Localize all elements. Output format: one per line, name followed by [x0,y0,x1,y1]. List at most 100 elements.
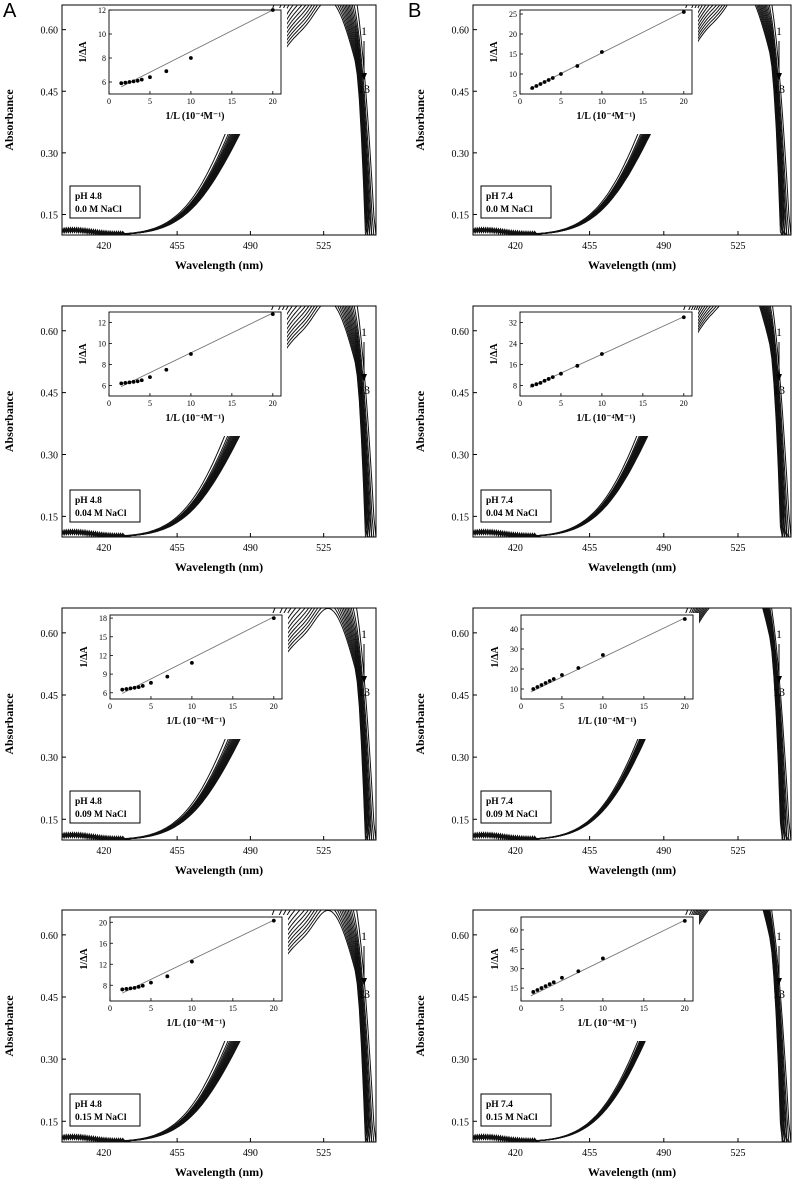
legend-ph: pH 7.4 [486,192,513,202]
legend-box [480,489,552,523]
inset-y-tick-label: 25 [509,10,517,19]
x-tick-label: 420 [508,1148,523,1159]
inset-point [600,352,604,356]
inset-background [487,613,699,739]
y-axis-title: Absorbance [413,693,427,755]
inset-point [535,988,540,992]
inset-point [149,680,153,685]
inset-y-tick-label: 45 [510,945,518,954]
inset-x-axis-title: 1/L (10⁻⁴M⁻¹) [165,413,224,424]
spectrum-line-13 [473,306,783,537]
x-tick-label: 455 [170,241,185,252]
inset-background [487,915,699,1041]
x-tick-label: 525 [731,543,746,554]
inset-y-axis-title: 1/ΔA [490,646,501,668]
y-tick-label: 0.30 [452,451,470,462]
spectrum-line-4 [62,306,373,537]
inset-y-tick-label: 6 [102,382,106,391]
x-tick-label: 525 [731,846,746,857]
inset-frame [109,614,283,700]
inset-point [139,378,144,383]
inset-point [190,661,194,665]
x-axis-title: Wavelength (nm) [175,560,263,574]
plot-frame [472,305,792,538]
legend-box [480,790,552,824]
spectrum-line-8 [62,5,370,235]
inset-point [550,375,555,379]
chart-panel-A3: 420 455 490 525 0.15 0.30 0.45 0.60 Wavelength (… [2,607,377,877]
y-axis-title: Absorbance [413,390,427,452]
inset-point [127,380,132,385]
x-tick-label: 420 [96,846,111,857]
inset-x-tick-label: 20 [680,399,688,408]
arrow-label-end: 13 [773,987,785,1001]
inset-background [486,310,698,436]
inset-point [128,986,133,991]
y-tick-label: 0.60 [452,26,470,37]
spectrum-line-4 [473,5,788,235]
inset-point [681,10,686,14]
y-tick-label: 0.30 [452,753,470,764]
inset-point [136,984,141,989]
inset-x-tick-label: 5 [149,1004,153,1013]
inset-y-tick-label: 20 [510,665,518,674]
inset-y-tick-label: 10 [509,70,517,79]
inset-point [165,974,170,979]
plot-frame [61,607,377,841]
inset-y-tick-label: 40 [510,625,518,634]
inset-x-tick-label: 15 [229,702,237,711]
legend-nacl: 0.15 M NaCl [75,1113,127,1123]
arrow-head [776,978,782,985]
spectrum-line-13 [62,5,366,235]
inset-y-axis-title: 1/ΔA [78,41,89,63]
x-tick-label: 490 [243,1148,258,1159]
inset-x-tick-label: 10 [598,399,606,408]
x-axis-title: Wavelength (nm) [588,258,676,272]
spectrum-line-8 [473,5,785,235]
spectrum-line-12 [62,910,368,1142]
chart-panel-A1: 420 455 490 525 0.15 0.30 0.45 0.60 Wavelength (… [2,4,377,272]
inset-point [140,684,145,688]
arrow-label-start: 1 [361,929,367,943]
y-axis-title: Absorbance [2,89,16,151]
inset-point [547,982,552,987]
inset-point [123,80,128,85]
plot-frame [61,305,377,538]
y-tick-label: 0.30 [41,149,59,160]
x-tick-label: 455 [582,1148,597,1159]
arrow-label-end: 13 [773,82,785,96]
inset-background [76,613,288,739]
inset-y-tick-label: 5 [513,90,517,99]
x-tick-label: 420 [508,543,523,554]
inset-point [682,918,687,923]
legend-box [480,185,552,219]
arrow-label-end: 13 [773,685,785,699]
inset-point [547,679,552,683]
chart-panel-A2: 420 455 490 525 0.15 0.30 0.45 0.60 Wavelength (… [2,305,377,574]
legend-ph: pH 7.4 [486,496,513,506]
inset-y-axis-title: 1/ΔA [79,948,90,970]
legend-box [480,1093,552,1127]
y-tick-label: 0.45 [41,993,59,1004]
inset-x-tick-label: 5 [560,702,564,711]
inset-x-tick-label: 5 [148,399,152,408]
inset-x-tick-label: 10 [188,1004,196,1013]
y-tick-label: 0.15 [41,512,59,523]
y-tick-label: 0.60 [41,26,59,37]
plot-frame [61,4,377,236]
inset-frame [108,9,282,95]
spectrum-line-5 [62,5,371,235]
inset-x-tick-label: 0 [518,97,522,106]
inset-point [539,683,544,687]
inset-x-tick-label: 10 [188,702,196,711]
x-tick-label: 420 [508,241,523,252]
inset-x-tick-label: 0 [519,702,523,711]
inset-point [542,378,547,383]
spectrum-line-4 [62,910,373,1142]
inset-y-tick-label: 60 [510,926,518,935]
inset-point [550,76,555,80]
y-tick-label: 0.30 [41,1055,59,1066]
inset-point [543,681,548,685]
inset-x-tick-label: 5 [560,1004,564,1013]
